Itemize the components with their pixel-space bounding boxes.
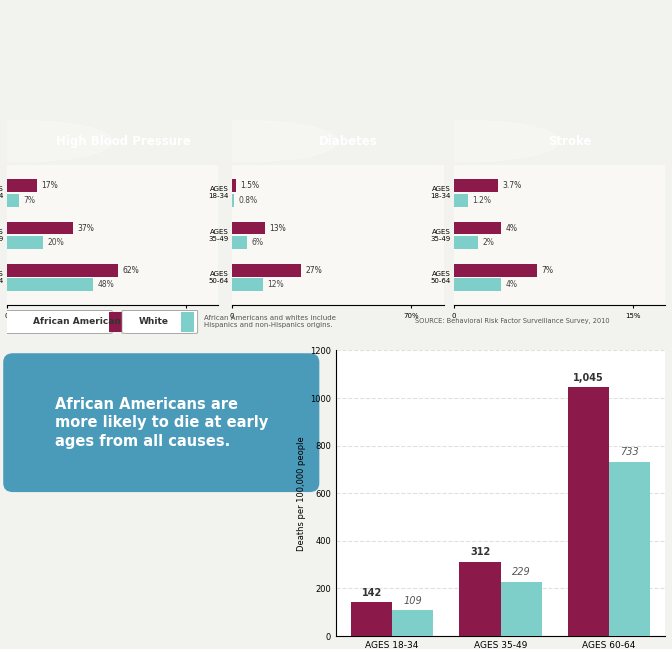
Text: SOURCE: Behavioral Risk Factor Surveillance Survey, 2010: SOURCE: Behavioral Risk Factor Surveilla… — [415, 318, 610, 324]
Bar — [454, 194, 468, 206]
Y-axis label: Deaths per 100,000 people: Deaths per 100,000 people — [297, 436, 306, 550]
Text: 17%: 17% — [42, 181, 58, 190]
Text: 4%: 4% — [506, 280, 518, 289]
Text: 48%: 48% — [97, 280, 114, 289]
Text: 0.8%: 0.8% — [239, 195, 257, 204]
Bar — [232, 222, 265, 234]
Bar — [351, 602, 392, 636]
Text: 20%: 20% — [47, 238, 64, 247]
Text: 62%: 62% — [122, 266, 139, 275]
Bar — [392, 610, 433, 636]
Circle shape — [382, 121, 559, 162]
Text: 37%: 37% — [77, 223, 95, 232]
Bar — [232, 264, 301, 276]
Bar — [232, 236, 247, 249]
Bar — [454, 278, 501, 291]
Bar — [7, 264, 118, 276]
Bar — [454, 222, 501, 234]
Bar — [454, 236, 478, 249]
Text: 229: 229 — [512, 567, 531, 577]
Text: 13%: 13% — [269, 223, 286, 232]
Bar — [232, 179, 236, 192]
Bar — [232, 194, 234, 206]
Circle shape — [160, 121, 337, 162]
FancyBboxPatch shape — [0, 310, 112, 334]
Text: 312: 312 — [470, 548, 490, 557]
Bar — [501, 582, 542, 636]
Text: 142: 142 — [362, 588, 382, 598]
Text: 4%: 4% — [506, 223, 518, 232]
FancyBboxPatch shape — [109, 312, 125, 332]
Bar — [454, 264, 538, 276]
Text: 12%: 12% — [267, 280, 284, 289]
Text: 7%: 7% — [542, 266, 554, 275]
Bar — [454, 179, 498, 192]
Text: Diabetes: Diabetes — [319, 134, 378, 148]
Text: African Americans and whites include
Hispanics and non-Hispanics origins.: African Americans and whites include His… — [204, 315, 336, 328]
Text: 109: 109 — [403, 596, 422, 606]
Text: African American: African American — [33, 317, 121, 326]
Bar — [609, 461, 650, 636]
FancyBboxPatch shape — [122, 310, 198, 334]
FancyBboxPatch shape — [181, 312, 194, 332]
Text: 733: 733 — [620, 447, 639, 458]
Bar — [7, 194, 19, 206]
Text: 7%: 7% — [24, 195, 36, 204]
Text: Stroke: Stroke — [548, 134, 592, 148]
Bar — [568, 387, 609, 636]
Text: 6%: 6% — [252, 238, 263, 247]
Text: White: White — [138, 317, 169, 326]
FancyBboxPatch shape — [3, 353, 319, 492]
Bar — [232, 278, 263, 291]
Text: 2%: 2% — [482, 238, 494, 247]
Circle shape — [0, 121, 112, 162]
Text: 27%: 27% — [306, 266, 323, 275]
Text: 3.7%: 3.7% — [503, 181, 521, 190]
Bar — [7, 278, 93, 291]
Text: 1.2%: 1.2% — [472, 195, 491, 204]
Bar — [7, 222, 73, 234]
Bar — [7, 236, 42, 249]
Bar — [7, 179, 37, 192]
Text: 1,045: 1,045 — [573, 373, 604, 383]
Bar — [460, 562, 501, 636]
Text: High Blood Pressure: High Blood Pressure — [56, 134, 191, 148]
Text: African Americans are
more likely to die at early
ages from all causes.: African Americans are more likely to die… — [54, 397, 268, 448]
Text: 1.5%: 1.5% — [240, 181, 259, 190]
